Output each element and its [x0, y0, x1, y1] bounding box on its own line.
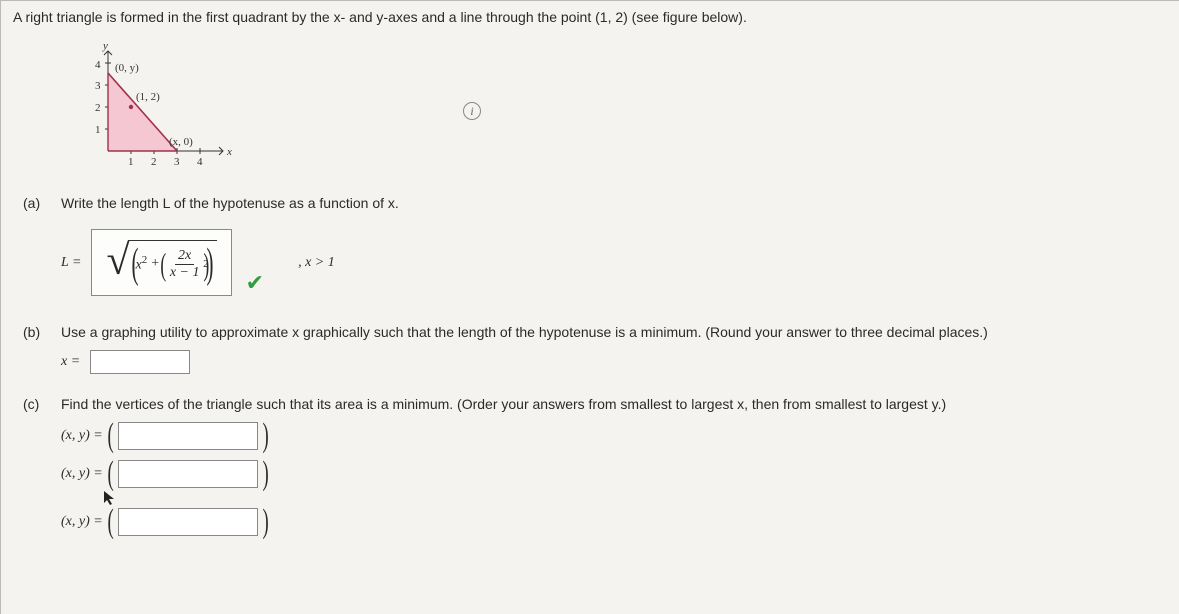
- part-a-label: (a): [23, 195, 49, 211]
- svg-text:1: 1: [95, 124, 101, 136]
- vertex-row-2: (x, y) = ( ): [61, 460, 1167, 488]
- triangle-figure: 1 2 3 4 1 2 3 4 y: [73, 41, 243, 181]
- svg-text:4: 4: [95, 59, 101, 71]
- svg-text:(x, 0): (x, 0): [169, 136, 193, 148]
- svg-text:(0, y): (0, y): [115, 62, 139, 74]
- figure-row: 1 2 3 4 1 2 3 4 y: [73, 41, 1167, 181]
- svg-text:(1, 2): (1, 2): [136, 91, 160, 103]
- part-b-text: Use a graphing utility to approximate x …: [61, 324, 988, 340]
- part-b-input[interactable]: [90, 350, 190, 374]
- problem-statement: A right triangle is formed in the first …: [13, 9, 1167, 25]
- part-c-text: Find the vertices of the triangle such t…: [61, 396, 946, 412]
- part-a-answer-row: L = √ ( x2 + ( 2x x − 1: [61, 229, 1167, 296]
- part-b: (b) Use a graphing utility to approximat…: [13, 324, 1167, 374]
- part-b-label: (b): [23, 324, 49, 340]
- checkmark-icon: ✔: [246, 270, 264, 296]
- vertex-row-3: (x, y) = ( ): [61, 508, 1167, 536]
- xy-label-1: (x, y) =: [61, 428, 103, 444]
- vertex-2-input[interactable]: [118, 460, 258, 488]
- close-paren: ): [263, 422, 269, 449]
- part-b-answer-row: x =: [61, 350, 1167, 374]
- open-paren: (: [107, 508, 113, 535]
- part-a-formula-box: √ ( x2 + ( 2x x − 1 )2 ): [91, 229, 231, 296]
- open-paren: (: [107, 422, 113, 449]
- svg-text:3: 3: [95, 80, 101, 92]
- vertex-1-input[interactable]: [118, 422, 258, 450]
- svg-text:3: 3: [174, 156, 180, 168]
- svg-text:1: 1: [128, 156, 134, 168]
- svg-text:4: 4: [197, 156, 203, 168]
- vertex-row-1: (x, y) = ( ): [61, 422, 1167, 450]
- svg-text:2: 2: [95, 102, 101, 114]
- xy-label-2: (x, y) =: [61, 466, 103, 482]
- info-icon[interactable]: i: [463, 102, 481, 120]
- hypotenuse-formula: √ ( x2 + ( 2x x − 1 )2 ): [106, 240, 216, 285]
- close-paren: ): [263, 460, 269, 487]
- svg-text:2: 2: [151, 156, 157, 168]
- open-paren: (: [107, 460, 113, 487]
- part-a-condition: , x > 1: [298, 255, 335, 271]
- part-a-text: Write the length L of the hypotenuse as …: [61, 195, 399, 211]
- x-equals: x =: [61, 354, 80, 370]
- L-equals: L =: [61, 255, 81, 271]
- part-a: (a) Write the length L of the hypotenuse…: [13, 195, 1167, 296]
- part-c: (c) Find the vertices of the triangle su…: [13, 396, 1167, 536]
- close-paren: ): [263, 508, 269, 535]
- problem-page: A right triangle is formed in the first …: [0, 0, 1179, 614]
- part-c-label: (c): [23, 396, 49, 412]
- svg-text:y: y: [102, 41, 108, 52]
- vertex-3-input[interactable]: [118, 508, 258, 536]
- svg-text:x: x: [226, 146, 232, 158]
- xy-label-3: (x, y) =: [61, 514, 103, 530]
